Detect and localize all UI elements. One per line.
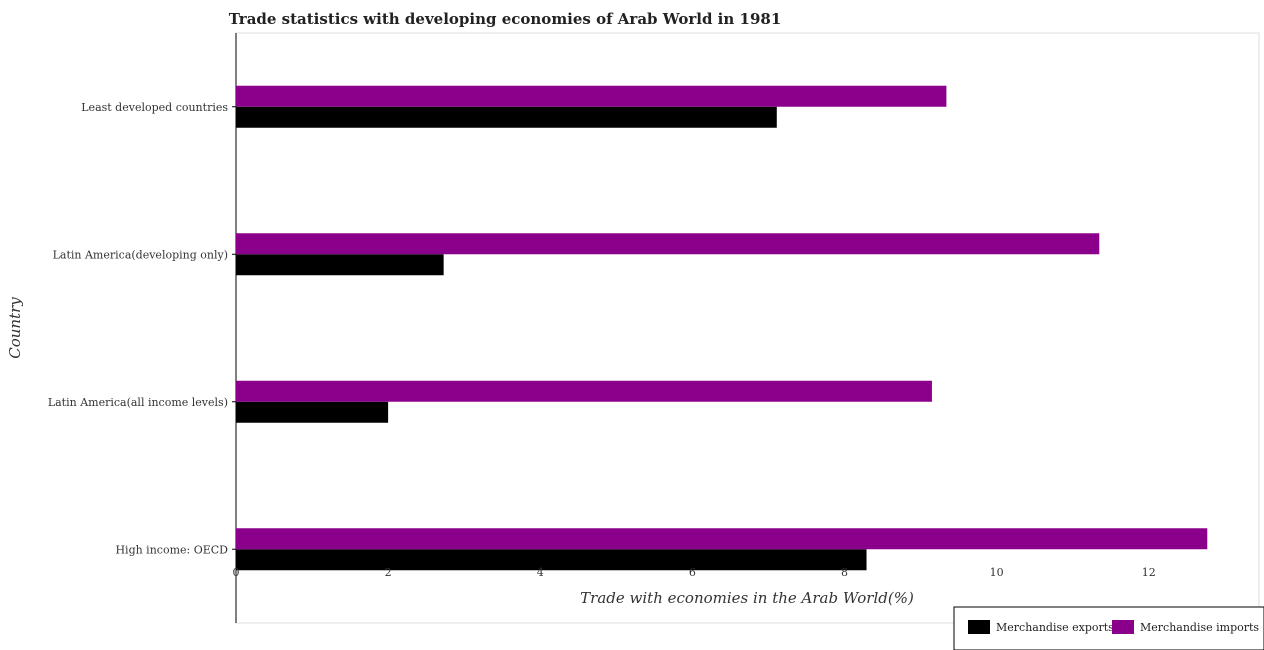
- bar-imports-0: [236, 528, 1208, 550]
- legend-swatch-exports: [968, 620, 990, 634]
- bar-exports-3: [236, 106, 777, 128]
- y-axis-label: Country: [6, 297, 24, 359]
- chart-title: Trade statistics with developing economi…: [229, 10, 782, 28]
- bar-exports-2: [236, 254, 444, 276]
- x-tick-label-2: 4: [537, 566, 544, 579]
- legend-swatch-imports: [1112, 620, 1134, 634]
- legend-box: [953, 606, 1264, 650]
- bar-imports-3: [236, 85, 947, 107]
- x-axis-label: Trade with economies in the Arab World(%…: [580, 589, 914, 607]
- bar-imports-2: [236, 233, 1100, 255]
- bar-exports-0: [236, 549, 867, 571]
- bars-group: [236, 85, 1208, 571]
- x-tick-label-6: 12: [1142, 566, 1156, 579]
- legend-label-imports: Merchandise imports: [1140, 621, 1259, 634]
- x-axis-ticks: 0 2 4 6 8 10 12: [233, 566, 1156, 579]
- y-axis-categories: High income: OECD Latin America(all incom…: [48, 101, 236, 556]
- x-tick-label-3: 6: [689, 566, 696, 579]
- x-tick-label-0: 0: [233, 566, 240, 579]
- x-tick-label-4: 8: [841, 566, 848, 579]
- bar-imports-1: [236, 380, 932, 402]
- x-tick-label-5: 10: [990, 566, 1004, 579]
- category-label-0: High income: OECD: [115, 543, 228, 556]
- category-label-1: Latin America(all income levels): [48, 396, 228, 409]
- legend: Merchandise exports Merchandise imports: [953, 606, 1264, 650]
- bar-exports-1: [236, 401, 389, 423]
- category-label-3: Least developed countries: [81, 101, 228, 114]
- category-label-2: Latin America(developing only): [53, 248, 228, 261]
- legend-label-exports: Merchandise exports: [996, 621, 1114, 634]
- x-tick-label-1: 2: [385, 566, 392, 579]
